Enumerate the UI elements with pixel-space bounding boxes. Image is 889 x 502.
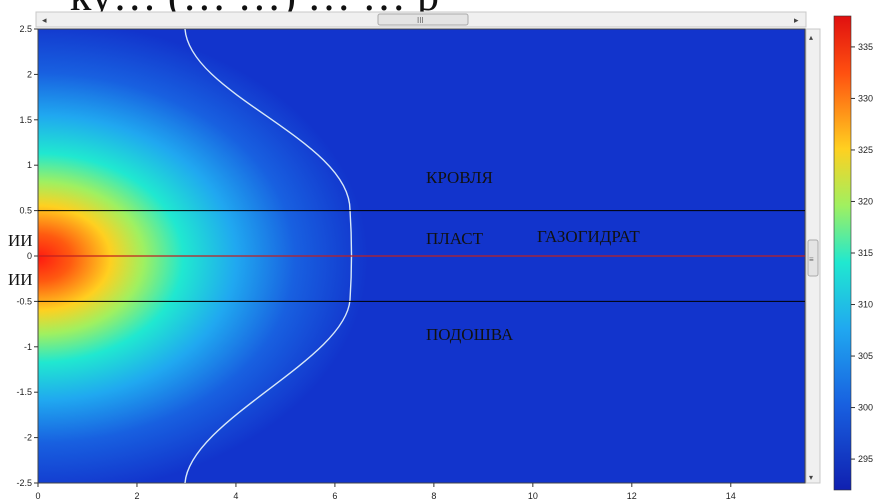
source-label-upper: ИИ	[8, 231, 33, 250]
horizontal-scrollbar[interactable]: ◂ ▸ III	[35, 11, 807, 28]
region-label-sole: ПОДОШВА	[426, 325, 514, 344]
colorbar-tick-label: 325	[858, 145, 873, 155]
x-tick-label: 4	[233, 491, 238, 501]
colorbar-tick-label: 335	[858, 42, 873, 52]
scroll-down-arrow-icon[interactable]: ▾	[809, 473, 813, 482]
x-tick-label: 8	[431, 491, 436, 501]
y-tick-label: -2.5	[16, 478, 32, 488]
x-tick-label: 14	[726, 491, 736, 501]
region-label-roof: КРОВЛЯ	[426, 168, 493, 187]
scroll-right-arrow-icon[interactable]: ▸	[794, 15, 799, 25]
region-label-gas-hydrate: ГАЗОГИДРАТ	[537, 227, 640, 246]
x-tick-label: 0	[35, 491, 40, 501]
colorbar-gradient	[833, 15, 852, 491]
y-tick-label: 2	[27, 69, 32, 79]
y-tick-label: -2	[24, 433, 32, 443]
region-label-layer: ПЛАСТ	[426, 229, 484, 248]
scroll-left-arrow-icon[interactable]: ◂	[42, 15, 47, 25]
vertical-scrollbar[interactable]: ▴ ▾ ≡	[805, 28, 821, 484]
colorbar-tick-label: 300	[858, 403, 873, 413]
x-tick-label: 6	[332, 491, 337, 501]
colorbar-tick-label: 295	[858, 454, 873, 464]
colorbar-tick-label: 315	[858, 248, 873, 258]
y-tick-label: 0.5	[19, 206, 32, 216]
colorbar-tick-label: 310	[858, 300, 873, 310]
horizontal-scroll-thumb[interactable]	[377, 13, 469, 26]
x-axis: 0 2 4 6 8 10 12 14	[35, 483, 736, 501]
y-tick-label: -1	[24, 342, 32, 352]
vertical-scroll-thumb[interactable]	[807, 239, 819, 277]
y-tick-label: 1	[27, 160, 32, 170]
colorbar: 335 330 325 320 315 310 305 300 295	[833, 15, 873, 491]
y-tick-label: 1.5	[19, 115, 32, 125]
y-tick-label: -1.5	[16, 387, 32, 397]
vertical-thumb-grip: ≡	[809, 255, 814, 264]
horizontal-thumb-grip: III	[417, 16, 424, 25]
plot-area	[37, 28, 806, 484]
scroll-up-arrow-icon[interactable]: ▴	[809, 33, 813, 42]
y-tick-label: 2.5	[19, 24, 32, 34]
y-axis: 2.5 2 1.5 1 0.5 0 -0.5 -1 -1.5 -2 -2.5	[16, 24, 38, 488]
x-tick-label: 2	[134, 491, 139, 501]
x-tick-label: 12	[627, 491, 637, 501]
colorbar-tick-label: 330	[858, 93, 873, 103]
colorbar-tick-label: 320	[858, 196, 873, 206]
x-tick-label: 10	[528, 491, 538, 501]
source-label-lower: ИИ	[8, 270, 33, 289]
isotherm-contour	[184, 28, 353, 484]
y-tick-label: 0	[27, 251, 32, 261]
colorbar-tick-label: 305	[858, 351, 873, 361]
y-tick-label: -0.5	[16, 296, 32, 306]
